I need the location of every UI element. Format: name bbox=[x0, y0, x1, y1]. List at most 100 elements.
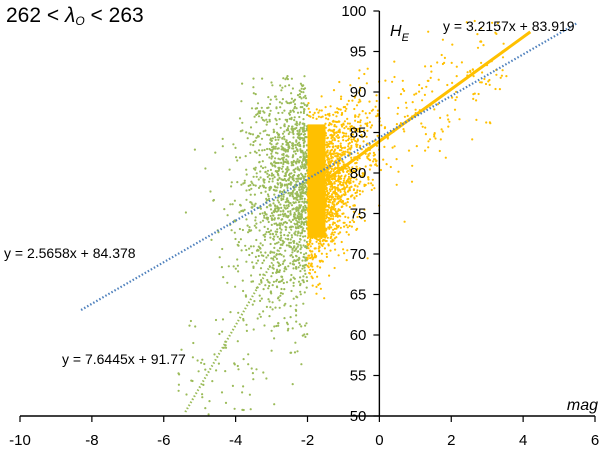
green-point bbox=[258, 161, 261, 164]
orange-point bbox=[353, 107, 356, 111]
orange-point bbox=[413, 93, 416, 96]
green-point bbox=[292, 297, 295, 300]
green-point bbox=[279, 263, 282, 267]
green-point bbox=[212, 199, 215, 202]
orange-point bbox=[357, 101, 360, 104]
x-tick-label: -2 bbox=[301, 432, 314, 449]
orange-point bbox=[319, 287, 322, 290]
orange-point bbox=[333, 197, 336, 201]
green-point bbox=[252, 92, 255, 95]
green-point bbox=[293, 217, 296, 220]
orange-point bbox=[337, 157, 340, 161]
orange-point bbox=[479, 81, 482, 84]
orange-point bbox=[316, 275, 319, 278]
orange-point bbox=[382, 158, 385, 161]
orange-point bbox=[333, 131, 336, 134]
green-point bbox=[239, 204, 242, 207]
green-point bbox=[261, 219, 265, 222]
green-point bbox=[264, 233, 267, 236]
orange-point bbox=[349, 136, 353, 139]
orange-point bbox=[376, 109, 379, 112]
orange-point bbox=[455, 75, 458, 78]
orange-point bbox=[331, 152, 334, 155]
orange-point bbox=[338, 130, 341, 133]
orange-point bbox=[308, 111, 311, 114]
green-point bbox=[249, 151, 252, 154]
orange-point bbox=[479, 40, 482, 43]
orange-point bbox=[336, 162, 339, 165]
orange-point bbox=[341, 111, 344, 115]
green-point bbox=[291, 131, 294, 134]
green-point bbox=[271, 137, 274, 140]
orange-point bbox=[319, 240, 322, 243]
orange-point bbox=[384, 79, 387, 82]
orange-point bbox=[359, 86, 362, 89]
orange-point bbox=[363, 208, 366, 211]
green-point bbox=[214, 151, 217, 154]
green-point bbox=[303, 87, 307, 90]
green-point bbox=[293, 351, 297, 354]
y-tick-label: 85 bbox=[350, 125, 367, 142]
green-point bbox=[263, 148, 266, 152]
green-point bbox=[266, 227, 269, 230]
green-point bbox=[268, 147, 271, 151]
green-point bbox=[281, 213, 284, 216]
orange-point bbox=[359, 100, 362, 103]
green-point bbox=[252, 86, 255, 89]
green-point bbox=[284, 249, 287, 252]
orange-point bbox=[349, 84, 352, 87]
orange-point bbox=[359, 174, 362, 177]
orange-point bbox=[421, 99, 424, 102]
green-point bbox=[298, 133, 301, 136]
green-point bbox=[281, 111, 284, 114]
orange-point bbox=[318, 238, 321, 241]
green-point bbox=[288, 219, 291, 222]
green-point bbox=[272, 237, 275, 240]
green-point bbox=[301, 259, 304, 262]
green-point bbox=[299, 205, 302, 208]
orange-point bbox=[329, 189, 332, 193]
orange-point bbox=[330, 233, 333, 236]
orange-point bbox=[411, 101, 414, 104]
green-point bbox=[265, 197, 268, 200]
green-point bbox=[288, 131, 291, 134]
green-point bbox=[294, 167, 297, 170]
green-point bbox=[297, 250, 300, 253]
green-point bbox=[275, 119, 278, 122]
green-point bbox=[274, 157, 277, 160]
green-point bbox=[283, 149, 286, 152]
orange-point bbox=[342, 248, 345, 251]
green-point bbox=[303, 253, 306, 256]
orange-point bbox=[345, 167, 348, 170]
green-point bbox=[295, 217, 298, 220]
orange-point bbox=[344, 215, 347, 218]
green-point bbox=[302, 118, 305, 121]
green-point bbox=[295, 295, 298, 298]
orange-point bbox=[351, 194, 354, 197]
orange-point bbox=[315, 117, 318, 120]
green-point bbox=[288, 117, 291, 120]
green-point bbox=[281, 132, 285, 135]
orange-point bbox=[335, 155, 338, 158]
green-point bbox=[267, 254, 270, 257]
green-point bbox=[301, 264, 304, 268]
orange-point bbox=[403, 220, 406, 223]
green-point bbox=[291, 383, 294, 386]
green-point bbox=[295, 177, 298, 180]
green-point bbox=[249, 132, 252, 136]
green-point bbox=[294, 201, 297, 204]
orange-point bbox=[418, 83, 421, 87]
orange-point bbox=[345, 107, 348, 110]
green-point bbox=[260, 137, 264, 140]
orange-point bbox=[391, 146, 394, 149]
orange-point bbox=[383, 145, 386, 148]
orange-point bbox=[314, 254, 317, 257]
green-point bbox=[282, 195, 285, 198]
orange-point bbox=[339, 108, 342, 111]
green-point bbox=[254, 184, 257, 187]
orange-point bbox=[352, 180, 355, 183]
orange-point bbox=[354, 184, 357, 187]
orange-point bbox=[317, 242, 320, 245]
green-point bbox=[249, 193, 252, 196]
orange-point bbox=[339, 97, 343, 101]
